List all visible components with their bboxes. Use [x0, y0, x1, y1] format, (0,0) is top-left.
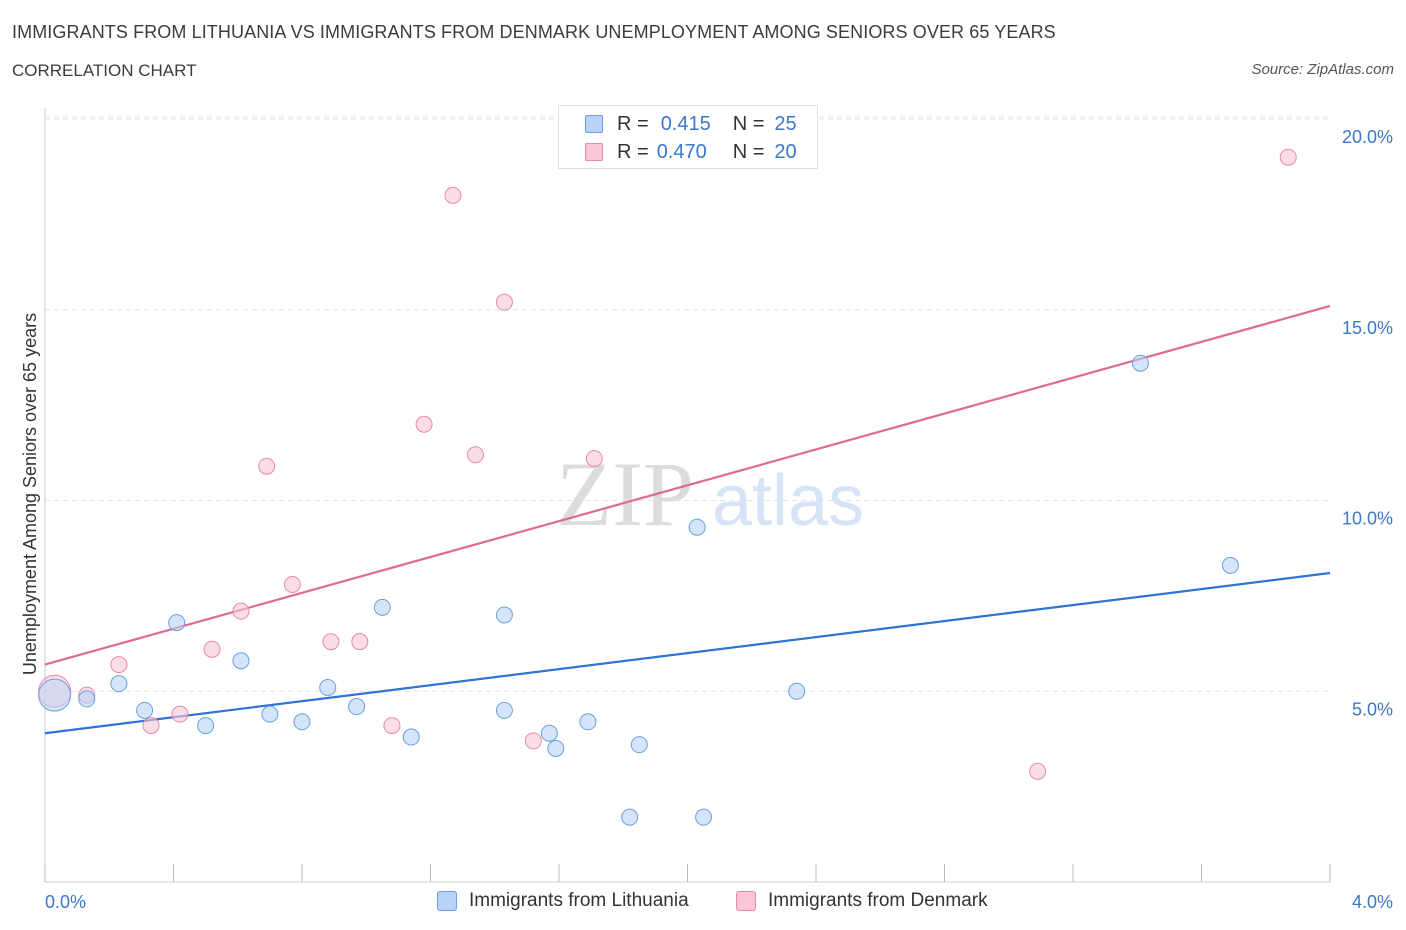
- point-lithuania: [78, 690, 96, 708]
- point-denmark: [444, 186, 462, 204]
- point-denmark: [258, 457, 276, 475]
- point-denmark: [171, 705, 189, 723]
- legend-swatch-lithuania: [585, 115, 603, 133]
- legend-r-value: 0.415: [660, 112, 711, 135]
- point-denmark: [466, 446, 484, 464]
- point-denmark: [232, 602, 250, 620]
- watermark: ZIP atlas: [556, 443, 864, 545]
- point-denmark: [383, 717, 401, 735]
- point-lithuania: [495, 606, 513, 624]
- point-lithuania: [348, 698, 366, 716]
- axes-layer: 5.0% 10.0% 15.0% 20.0%: [44, 108, 1393, 883]
- point-lithuania: [695, 808, 713, 826]
- point-denmark: [351, 633, 369, 651]
- point-lithuania: [495, 701, 513, 719]
- point-lithuania: [788, 682, 806, 700]
- point-lithuania: [1131, 354, 1149, 372]
- y-axis-label: Unemployment Among Seniors over 65 years: [20, 313, 40, 675]
- point-lithuania: [579, 713, 597, 731]
- legend-r-label: R =: [617, 140, 649, 163]
- y-tick-label: 15.0%: [1342, 318, 1393, 338]
- point-lithuania: [293, 713, 311, 731]
- point-lithuania: [232, 652, 250, 670]
- point-denmark: [1279, 148, 1297, 166]
- point-lithuania: [261, 705, 279, 723]
- point-lithuania: [540, 724, 558, 742]
- point-lithuania: [38, 678, 72, 712]
- chart-subtitle: CORRELATION CHART: [12, 61, 197, 80]
- trendline-denmark: [44, 304, 1331, 666]
- point-denmark: [524, 732, 542, 750]
- point-lithuania: [402, 728, 420, 746]
- bottom-legend-label-lithuania: Immigrants from Lithuania: [469, 890, 689, 911]
- point-denmark: [495, 293, 513, 311]
- bottom-legend-swatch-lithuania: [437, 891, 457, 911]
- source-credit: Source: ZipAtlas.com: [1251, 61, 1394, 78]
- point-lithuania: [621, 808, 639, 826]
- y-tick-label: 10.0%: [1342, 509, 1393, 529]
- legend-r-value: 0.470: [656, 140, 707, 163]
- point-denmark: [142, 717, 160, 735]
- x-tick-label-min: 0.0%: [45, 892, 86, 912]
- point-lithuania: [110, 675, 128, 693]
- point-lithuania: [197, 717, 215, 735]
- watermark-zip: ZIP: [556, 443, 694, 545]
- stats-legend: R = 0.415 N = 25 R = 0.470 N = 20: [558, 105, 818, 169]
- bottom-legend-swatch-denmark: [736, 891, 756, 911]
- point-lithuania: [630, 736, 648, 754]
- data-points: [38, 148, 1297, 826]
- y-tick-label: 5.0%: [1352, 699, 1393, 719]
- watermark-atlas: atlas: [712, 461, 864, 541]
- point-lithuania: [547, 739, 565, 757]
- legend-r-label: R =: [617, 112, 649, 135]
- trendline-lithuania: [44, 571, 1331, 735]
- point-lithuania: [688, 518, 706, 536]
- legend-n-label: N =: [732, 140, 765, 163]
- legend-n-value: 20: [774, 140, 797, 163]
- point-denmark: [1029, 762, 1047, 780]
- point-denmark: [110, 656, 128, 674]
- legend-row-lithuania: R = 0.415 N = 25: [585, 111, 797, 137]
- point-denmark: [415, 415, 433, 433]
- trendlines: [44, 304, 1331, 735]
- point-denmark: [322, 633, 340, 651]
- bottom-legend-denmark: Immigrants from Denmark: [736, 890, 988, 912]
- point-lithuania: [1221, 556, 1239, 574]
- bottom-legend-lithuania: Immigrants from Lithuania: [437, 890, 689, 912]
- legend-n-label: N =: [732, 112, 765, 135]
- point-lithuania: [136, 701, 154, 719]
- chart-title: IMMIGRANTS FROM LITHUANIA VS IMMIGRANTS …: [12, 22, 1056, 42]
- legend-row-denmark: R = 0.470 N = 20: [585, 139, 797, 165]
- legend-n-value: 25: [774, 112, 797, 135]
- point-denmark: [585, 450, 603, 468]
- point-lithuania: [373, 598, 391, 616]
- point-lithuania: [168, 614, 186, 632]
- point-denmark: [203, 640, 221, 658]
- legend-swatch-denmark: [585, 143, 603, 161]
- point-denmark: [283, 575, 301, 593]
- bottom-legend-label-denmark: Immigrants from Denmark: [768, 890, 988, 911]
- point-lithuania: [319, 678, 337, 696]
- y-tick-label: 20.0%: [1342, 127, 1393, 147]
- x-tick-label-max: 4.0%: [1352, 892, 1393, 912]
